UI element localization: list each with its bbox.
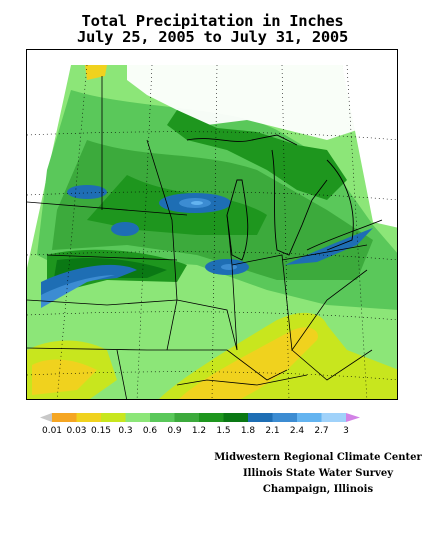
scale-swatch-3: [321, 413, 346, 422]
credit-survey: Illinois State Water Survey: [242, 468, 394, 479]
scale-overflow-arrow: [346, 413, 360, 422]
scale-swatch-0.03: [52, 413, 77, 422]
scale-swatch-1.8: [223, 413, 248, 422]
precip-zone-2.1-c: [111, 222, 139, 236]
scale-swatch-2.7: [297, 413, 322, 422]
precip-zone-0.15-b: [179, 327, 318, 399]
scale-label: 3: [343, 426, 349, 436]
precip-zone-2.7-b: [191, 201, 203, 205]
map-date-range: July 25, 2005 to July 31, 2005: [77, 28, 348, 46]
precip-zone-0.3-c: [85, 65, 107, 80]
scale-label: 2.1: [265, 426, 280, 436]
map-title: Total Precipitation in Inches: [81, 12, 344, 30]
precip-zone-2.1-a: [67, 185, 107, 199]
scale-swatch-0.15: [76, 413, 101, 422]
scale-swatch-0.3: [101, 413, 126, 422]
precip-zone-2.1-e: [41, 264, 137, 305]
scale-label: 1.5: [216, 426, 231, 436]
scale-label: 0.6: [142, 426, 158, 436]
scale-label: 0.9: [167, 426, 182, 436]
precipitation-map: [26, 49, 398, 400]
scale-swatch-0.6: [125, 413, 150, 422]
scale-label: 2.7: [314, 426, 329, 436]
scale-swatch-2.1: [248, 413, 273, 422]
scale-underflow-arrow: [40, 413, 52, 422]
scale-swatch-1.5: [199, 413, 224, 422]
green-upper-michigan: [167, 110, 347, 200]
scale-swatch-1.2: [174, 413, 199, 422]
scale-swatch-2.4: [272, 413, 297, 422]
scale-label: 0.03: [66, 426, 87, 436]
precip-zone-0.15: [32, 359, 97, 395]
scale-label: 0.01: [41, 426, 63, 436]
precip-zone-2.4-d: [221, 264, 237, 270]
scale-label: 2.4: [289, 426, 305, 436]
canada-no-data: [127, 65, 357, 140]
lat-lon-grid: [27, 64, 397, 399]
scale-swatch-0.9: [150, 413, 175, 422]
scale-label: 1.2: [191, 426, 207, 436]
precip-zone-2.4-e: [41, 275, 115, 308]
lake-outlines: [186, 134, 383, 261]
credit-location: Champaign, Illinois: [262, 484, 374, 495]
scale-label: 1.8: [240, 426, 256, 436]
precipitation-color-scale: [40, 413, 360, 422]
scale-label: 0.3: [118, 426, 133, 436]
credit-organization: Midwestern Regional Climate Center: [214, 452, 422, 463]
scale-label: 0.15: [90, 426, 112, 436]
